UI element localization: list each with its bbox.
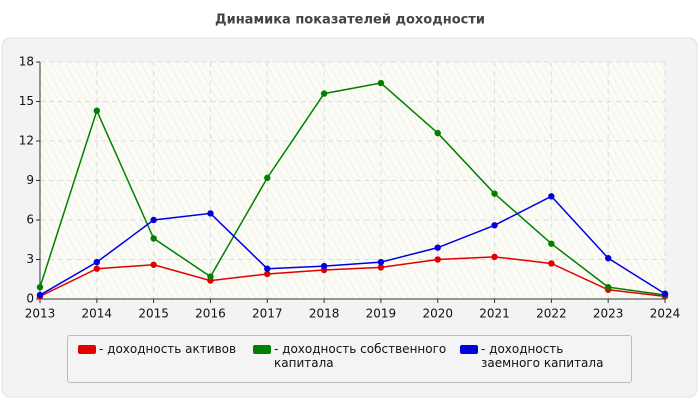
data-point [548,260,555,267]
x-tick-label: 2024 [650,307,681,321]
legend-item: - доходность активов [78,342,248,356]
x-tick-label: 2018 [309,307,340,321]
series-line [39,195,666,296]
data-point [36,291,44,299]
y-tick-label: 6 [26,213,34,227]
data-point [93,258,101,266]
x-tick-label: 2017 [252,307,283,321]
data-point [264,174,271,182]
data-point [150,235,157,242]
x-tick-label: 2019 [366,307,397,321]
legend-item: - доходность заемного капитала [460,342,625,370]
data-point [36,283,44,291]
legend-item: - доходность собственного капитала [253,342,453,370]
data-point [491,253,498,261]
data-point [548,240,555,247]
data-point [434,244,441,251]
y-tick-label: 18 [19,55,34,69]
data-point [377,264,385,271]
series-line [39,256,666,298]
legend-swatch [253,345,271,354]
series-line [39,82,666,296]
y-tick-label: 0 [26,292,34,306]
plot-hatch [40,62,665,299]
data-point [434,129,441,137]
data-point [93,107,101,114]
data-point [93,265,101,272]
data-point [207,273,214,280]
y-tick-label: 12 [19,134,34,148]
x-tick-label: 2013 [25,307,56,321]
x-tick-label: 2021 [479,307,510,321]
data-point [377,79,385,87]
data-point [320,262,328,270]
data-point [150,216,157,224]
data-point [491,190,498,197]
legend-label: - доходность собственного капитала [274,342,447,370]
x-tick-label: 2014 [82,307,113,321]
legend-label: - доходность активов [99,342,237,356]
legend-swatch [460,345,478,354]
legend-swatch [78,345,96,354]
chart-title: Динамика показателей доходности [215,13,485,28]
data-point [661,290,669,297]
data-point [604,254,612,262]
legend-label: - доходность заемного капитала [481,342,604,370]
x-tick-label: 2022 [536,307,567,321]
x-tick-label: 2020 [422,307,453,321]
y-tick-label: 9 [26,173,34,187]
data-point [320,90,328,97]
data-point [604,283,612,291]
legend: - доходность активов - доходность собстве… [67,335,632,383]
data-point [264,265,271,272]
data-point [264,270,271,278]
x-tick-label: 2023 [593,307,624,321]
x-tick-label: 2015 [138,307,169,321]
y-tick-label: 15 [19,94,34,108]
data-point [377,258,385,266]
data-point [207,210,214,217]
data-point [491,222,498,229]
data-point [434,256,441,263]
y-tick-label: 3 [26,252,34,266]
data-point [150,261,157,268]
data-point [548,193,555,200]
x-tick-label: 2016 [195,307,226,321]
